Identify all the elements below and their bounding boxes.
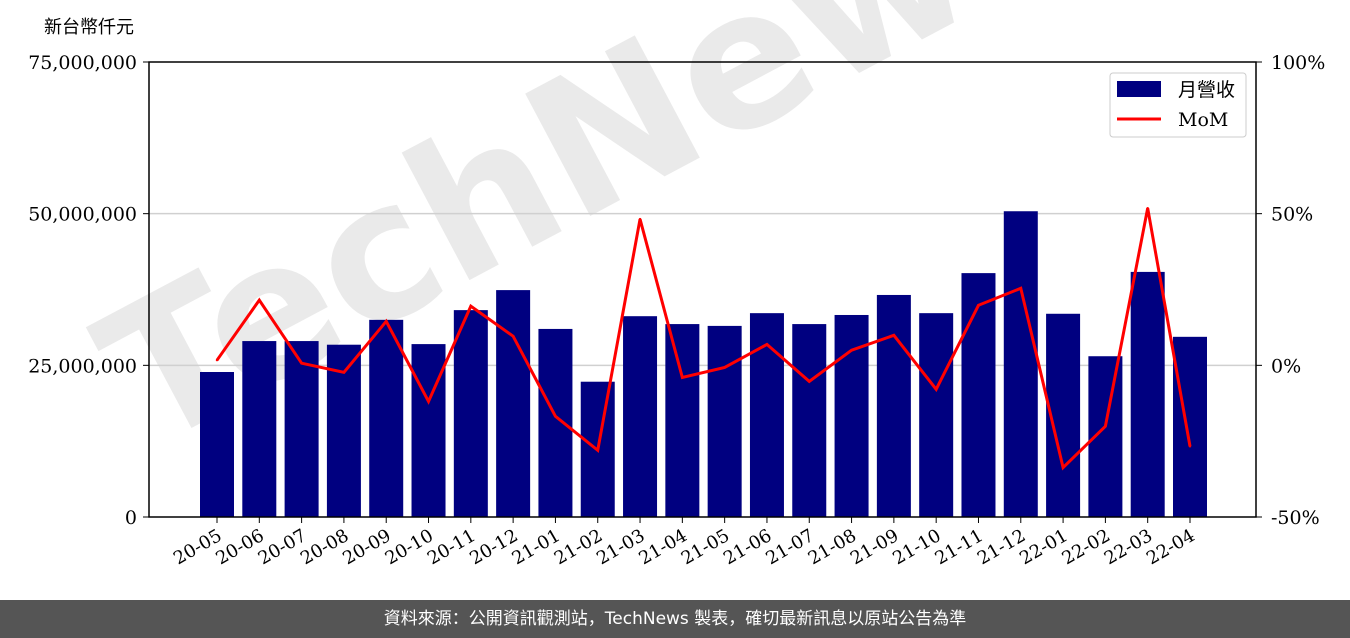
- right-tick-label: 0%: [1271, 355, 1301, 377]
- bar-20-11: [453, 310, 488, 517]
- bar-21-12: [1003, 211, 1038, 518]
- mom-point-20-07: [300, 362, 303, 365]
- mom-point-21-11: [977, 304, 980, 307]
- bar-21-09: [876, 294, 911, 517]
- legend-label-revenue: 月營收: [1178, 79, 1235, 101]
- mom-point-21-04: [681, 376, 684, 379]
- mom-point-21-09: [892, 334, 896, 337]
- bar-21-11: [961, 273, 996, 517]
- bar-21-04: [665, 324, 700, 517]
- bar-20-09: [369, 319, 404, 517]
- mom-point-21-06: [765, 343, 769, 346]
- left-tick-label: 0: [125, 507, 137, 529]
- bar-20-05: [200, 372, 234, 517]
- mom-point-21-07: [808, 380, 811, 383]
- left-tick-label: 75,000,000: [28, 52, 137, 74]
- mom-point-22-04: [1188, 445, 1192, 448]
- left-tick-label: 50,000,000: [28, 204, 137, 226]
- bar-21-03: [623, 316, 658, 517]
- plot-frame: [148, 61, 1257, 518]
- left-tick-label: 25,000,000: [28, 355, 137, 377]
- bar-22-03: [1130, 271, 1165, 517]
- source-footer: 資料來源：公開資訊觀測站，TechNews 製表，確切最新訊息以原站公告為準: [0, 600, 1350, 638]
- mom-point-22-03: [1146, 207, 1149, 210]
- bar-21-10: [919, 313, 954, 517]
- legend-bar-swatch: [1117, 81, 1161, 97]
- mom-point-21-01: [554, 415, 557, 418]
- mom-line: [215, 207, 1192, 471]
- mom-point-21-10: [934, 388, 938, 391]
- bar-20-10: [411, 344, 446, 517]
- bar-20-12: [496, 290, 531, 517]
- bar-21-01: [538, 328, 573, 517]
- bar-21-07: [792, 324, 827, 517]
- mom-point-21-08: [850, 348, 853, 352]
- bar-21-06: [749, 313, 784, 517]
- right-tick-label: 50%: [1271, 204, 1313, 226]
- mom-point-20-09: [385, 320, 388, 323]
- mom-point-21-12: [1019, 287, 1022, 290]
- mom-point-20-12: [511, 335, 515, 338]
- right-tick-label: -50%: [1271, 507, 1320, 529]
- mom-point-20-11: [469, 304, 473, 308]
- mom-point-20-10: [427, 400, 430, 403]
- bar-22-04: [1173, 336, 1207, 517]
- bar-21-05: [707, 325, 742, 517]
- mom-point-20-08: [342, 371, 346, 374]
- mom-point-22-02: [1104, 425, 1107, 428]
- mom-point-21-03: [638, 217, 642, 221]
- right-tick-label: 100%: [1271, 52, 1325, 74]
- mom-point-21-02: [596, 449, 599, 452]
- mom-point-20-06: [258, 298, 261, 302]
- mom-point-21-05: [723, 366, 726, 369]
- legend-label-mom: MoM: [1178, 109, 1228, 131]
- legend: 月營收 MoM: [1109, 72, 1247, 138]
- bar-20-06: [242, 341, 277, 517]
- y-axis-label: 新台幣仟元: [44, 17, 134, 38]
- chart: TechNews 新台幣仟元 025,000,00050,000,00075,0…: [28, 0, 1325, 569]
- x-tick-label: 22-04: [1143, 525, 1198, 569]
- mom-point-22-01: [1061, 466, 1065, 469]
- mom-point-20-05: [215, 358, 219, 362]
- bar-20-07: [284, 341, 319, 517]
